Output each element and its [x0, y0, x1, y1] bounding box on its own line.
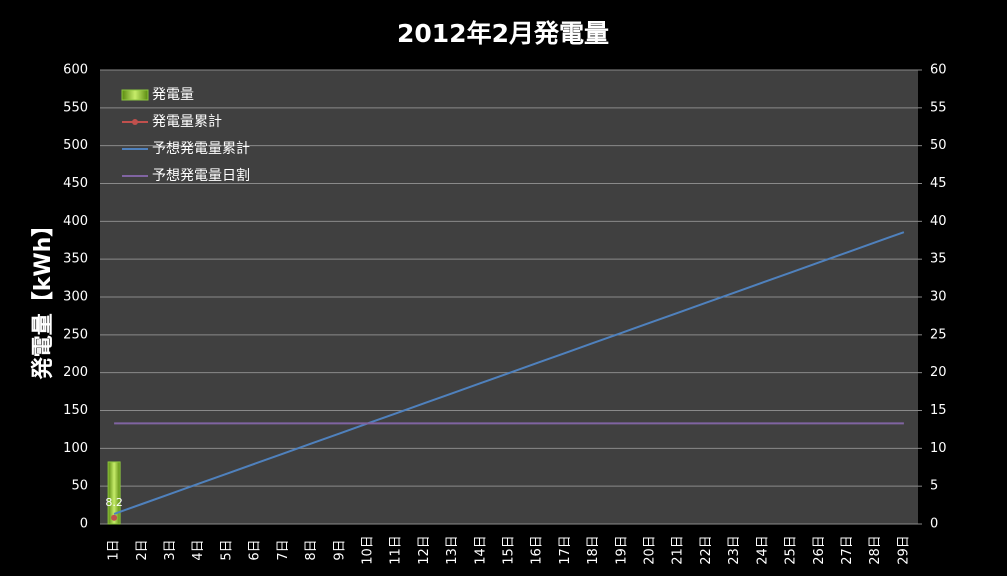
- line: [113, 231, 905, 515]
- legend-marker: [132, 119, 138, 125]
- x-tick-label: 19日: [614, 535, 629, 565]
- x-tick-label: 18日: [586, 535, 601, 565]
- y2-tick-label: 40: [930, 214, 947, 229]
- x-tick-label: 1日: [107, 539, 122, 560]
- marker: [111, 514, 118, 521]
- x-tick-label: 14日: [473, 535, 488, 565]
- y-tick-label: 550: [63, 100, 88, 115]
- legend-label: 発電量: [152, 87, 194, 103]
- x-tick-label: 16日: [530, 535, 545, 565]
- x-tick-label: 21日: [671, 535, 686, 565]
- y-tick-label: 300: [63, 290, 88, 305]
- y2-tick-label: 25: [930, 327, 947, 342]
- x-tick-label: 12日: [417, 535, 432, 565]
- x-tick-label: 7日: [276, 539, 291, 560]
- y2-tick-label: 35: [930, 252, 947, 267]
- x-tick-label: 28日: [868, 535, 883, 565]
- x-tick-label: 4日: [191, 539, 206, 560]
- x-tick-label: 20日: [643, 535, 658, 565]
- y2-tick-label: 0: [930, 517, 938, 532]
- y2-tick-label: 15: [930, 403, 947, 418]
- y-tick-label: 600: [63, 63, 88, 78]
- y2-tick-label: 30: [930, 290, 947, 305]
- legend-swatch: [121, 89, 149, 101]
- x-tick-label: 26日: [812, 535, 827, 565]
- x-tick-label: 23日: [727, 535, 742, 565]
- x-tick-label: 2日: [135, 539, 150, 560]
- y2-tick-label: 45: [930, 176, 947, 191]
- x-tick-label: 9日: [332, 539, 347, 560]
- chart-title: 2012年2月発電量: [397, 19, 609, 48]
- y-tick-label: 250: [63, 327, 88, 342]
- x-tick-label: 24日: [755, 535, 770, 565]
- x-tick-label: 27日: [840, 535, 855, 565]
- x-tick-label: 10日: [360, 535, 375, 565]
- x-tick-label: 5日: [219, 539, 234, 560]
- legend-label: 予想発電量日割: [152, 167, 250, 184]
- legend-label: 予想発電量累計: [152, 141, 250, 157]
- x-tick-label: 6日: [248, 539, 263, 560]
- legend-label: 発電量累計: [152, 114, 222, 130]
- data-label: 8.2: [105, 496, 123, 509]
- x-tick-label: 25日: [784, 535, 799, 565]
- y2-tick-label: 50: [930, 138, 947, 153]
- y-tick-label: 150: [63, 403, 88, 418]
- x-tick-label: 29日: [896, 535, 911, 565]
- y2-tick-label: 55: [930, 100, 947, 115]
- y-tick-label: 350: [63, 252, 88, 267]
- x-tick-label: 22日: [699, 535, 714, 565]
- x-tick-label: 15日: [502, 535, 517, 565]
- y2-tick-label: 5: [930, 479, 938, 494]
- y-tick-label: 450: [63, 176, 88, 191]
- x-tick-label: 17日: [558, 535, 573, 565]
- x-tick-label: 11日: [389, 535, 404, 565]
- y2-tick-label: 10: [930, 441, 947, 456]
- y-tick-label: 0: [80, 517, 88, 532]
- bar: [107, 461, 121, 525]
- y-tick-label: 50: [71, 479, 88, 494]
- x-tick-label: 8日: [304, 539, 319, 560]
- y-tick-label: 400: [63, 214, 88, 229]
- y-tick-label: 100: [63, 441, 88, 456]
- x-tick-label: 13日: [445, 535, 460, 565]
- y-tick-label: 500: [63, 138, 88, 153]
- x-tick-label: 3日: [163, 539, 178, 560]
- y2-tick-label: 60: [930, 63, 947, 78]
- y2-tick-label: 20: [930, 365, 947, 380]
- y-axis-label: 発電量【kWh】: [31, 215, 56, 381]
- y-tick-label: 200: [63, 365, 88, 380]
